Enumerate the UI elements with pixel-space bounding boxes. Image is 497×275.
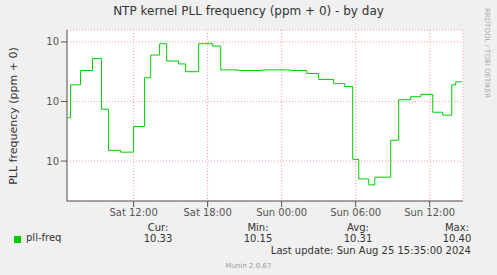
html-text:Cur:: Cur: [147,222,169,233]
svg-text:10: 10 [46,36,59,47]
html-text:Min:: Min: [247,222,269,233]
svg-text:Sun 12:00: Sun 12:00 [404,207,455,218]
html-text:Munin 2.0.67: Munin 2.0.67 [225,262,272,270]
html-text:RRDTOOL / TOBI OETIKER: RRDTOOL / TOBI OETIKER [483,8,491,99]
html-text:Max:: Max: [445,222,469,233]
html-text:PLL frequency (ppm + 0): PLL frequency (ppm + 0) [6,47,20,185]
svg-text:Sat 12:00: Sat 12:00 [109,207,157,218]
html-text:Last update: Sun Aug 25 15:35:: Last update: Sun Aug 25 15:35:00 2024 [270,245,471,256]
html-text:10.33: 10.33 [143,233,173,244]
html-text:NTP kernel PLL frequency (ppm: NTP kernel PLL frequency (ppm + 0) - by … [113,4,384,18]
svg-text:Sun 06:00: Sun 06:00 [330,207,381,218]
html-text:Avg:: Avg: [347,222,369,233]
svg-text:10: 10 [46,96,59,107]
svg-text:Sun 00:00: Sun 00:00 [256,207,307,218]
svg-text:10: 10 [46,156,59,167]
html-text:10.15: 10.15 [243,233,273,244]
svg-text:Sat 18:00: Sat 18:00 [183,207,231,218]
html-text:10.31: 10.31 [343,233,373,244]
html-text:10.40: 10.40 [442,233,472,244]
html-text:pll-freq: pll-freq [26,232,62,243]
